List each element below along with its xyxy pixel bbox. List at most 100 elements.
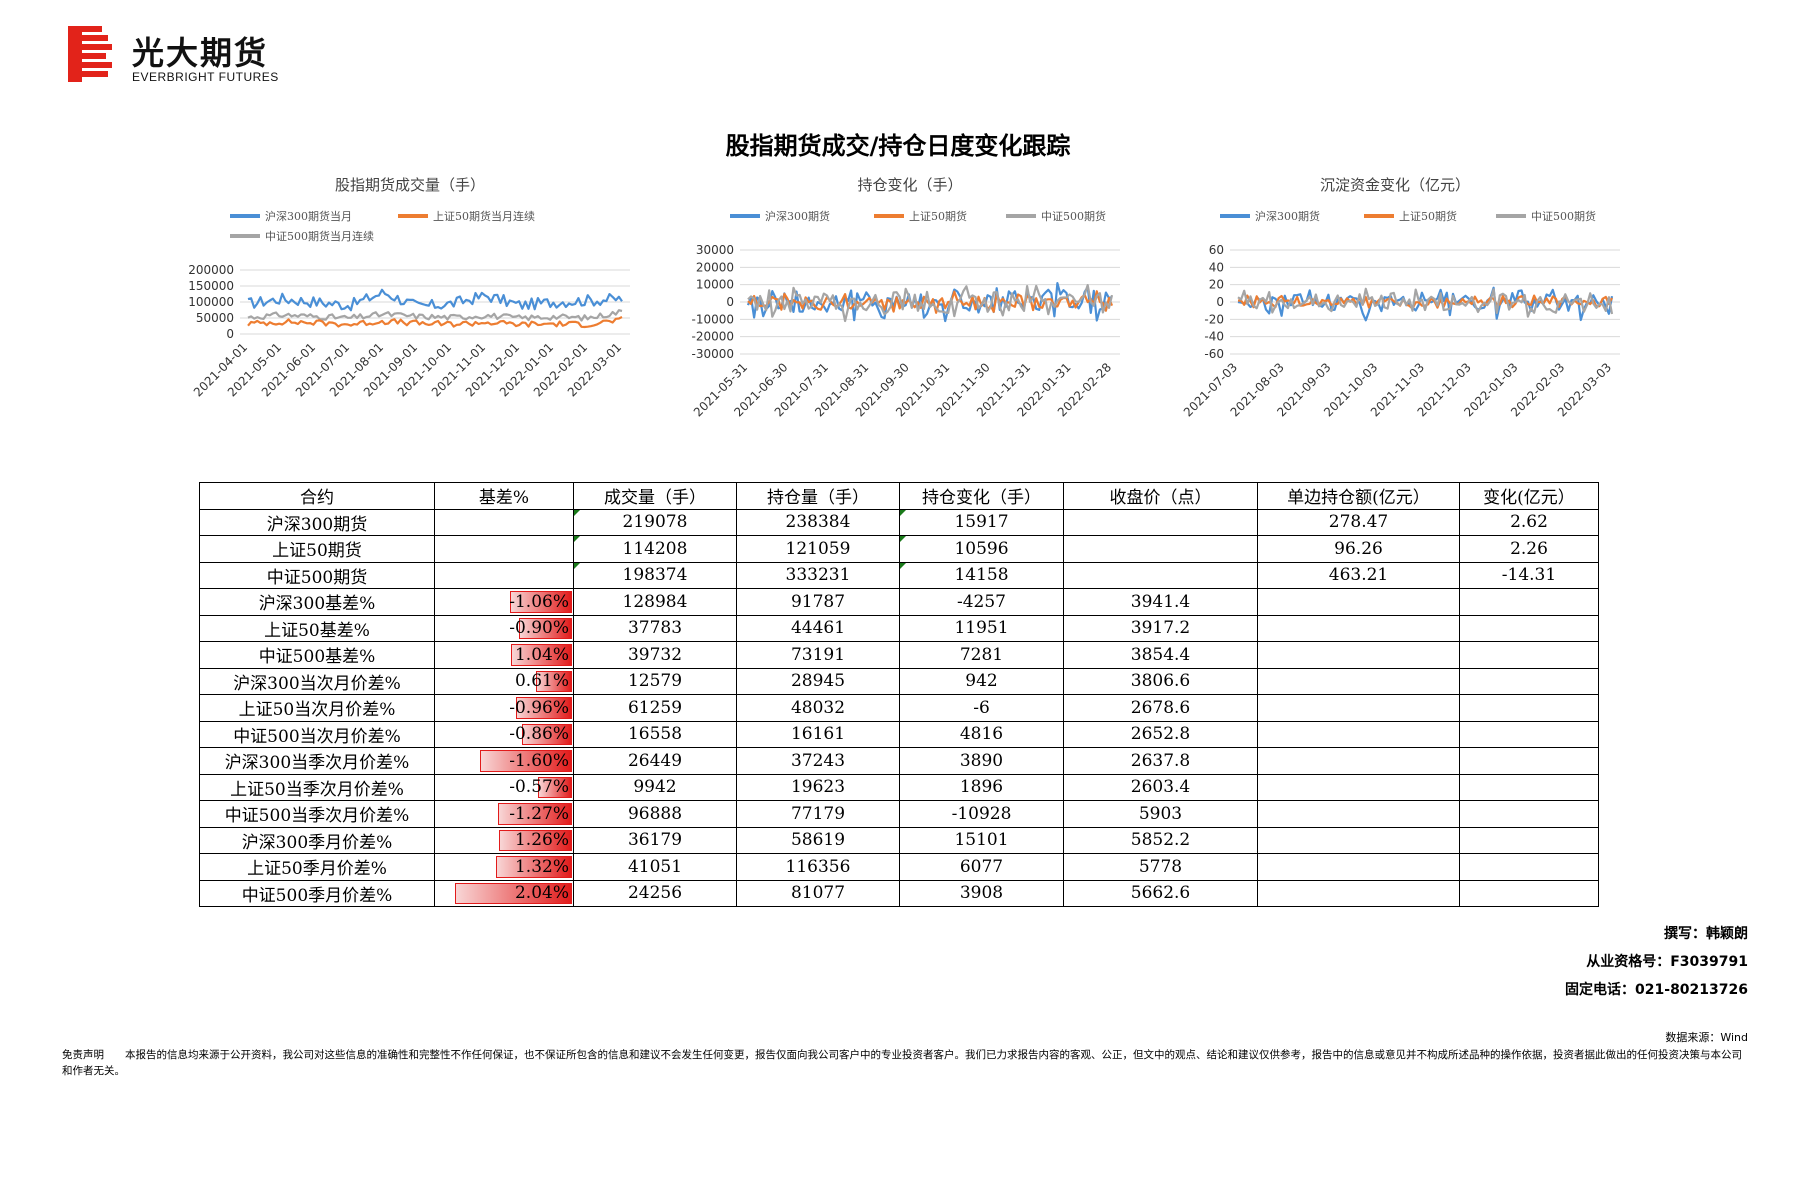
notional-change-cell — [1459, 641, 1599, 669]
close-value: 3917.2 — [1130, 618, 1191, 639]
close-value: 3941.4 — [1130, 591, 1191, 612]
y-tick-label: 50000 — [196, 311, 234, 325]
oi-change-value: 15101 — [954, 830, 1009, 851]
legend-entry: 中证500期货当月连续 — [265, 229, 374, 243]
close-cell: 2652.8 — [1063, 720, 1258, 748]
y-tick-label: 60 — [1209, 243, 1224, 257]
volume-cell: 12579 — [573, 667, 737, 695]
y-tick-label: 200000 — [188, 263, 234, 277]
oi-value: 37243 — [790, 750, 846, 771]
y-tick-label: -30000 — [691, 347, 734, 361]
chart-title: 股指期货成交量（手） — [335, 176, 485, 194]
oi-change-value: 14158 — [954, 565, 1009, 586]
chart-title: 持仓变化（手） — [857, 176, 962, 194]
volume-cell: 128984 — [573, 588, 737, 616]
chart-title: 沉淀资金变化（亿元） — [1320, 176, 1470, 194]
volume-value: 128984 — [622, 591, 688, 612]
oi-change-cell: -4257 — [899, 588, 1064, 616]
series-line — [247, 288, 623, 312]
table-row: 上证50当次月价差% -0.96% 61259 48032 -6 2678.6 — [199, 694, 1599, 722]
notional-change-cell — [1459, 879, 1599, 907]
oi-value: 121059 — [785, 538, 851, 559]
oi-cell: 58619 — [736, 826, 900, 854]
notional-cell — [1257, 641, 1460, 669]
contract-name: 沪深300当次月价差% — [199, 667, 435, 695]
table-row: 沪深300当季次月价差% -1.60% 26449 37243 3890 2637.8 — [199, 747, 1599, 775]
basis-value: 1.04% — [514, 644, 569, 665]
capital-change-chart: 沉淀资金变化（亿元） 沪深300期货 上证50期货 中证500期货 -60 -40 -20 0… — [1160, 170, 1630, 470]
basis-cell: -1.27% — [434, 800, 574, 828]
oi-value: 48032 — [790, 697, 846, 718]
close-value: 2652.8 — [1130, 724, 1191, 745]
volume-cell: 9942 — [573, 773, 737, 801]
basis-cell: -0.90% — [434, 614, 574, 642]
y-tick-label: 150000 — [188, 279, 234, 293]
notional-change-cell — [1459, 747, 1599, 775]
cell-flag-icon — [900, 562, 906, 569]
basis-bar — [455, 882, 572, 904]
close-cell: 5662.6 — [1063, 879, 1258, 907]
volume-value: 61259 — [627, 697, 683, 718]
oi-change-value: 1896 — [959, 777, 1004, 798]
y-tick-label: -10000 — [691, 312, 734, 326]
close-value: 5778 — [1138, 856, 1183, 877]
oi-change-value: 11951 — [954, 618, 1009, 639]
oi-cell: 121059 — [736, 535, 900, 563]
basis-cell: -1.06% — [434, 588, 574, 616]
close-cell: 3854.4 — [1063, 641, 1258, 669]
oi-change-value: -6 — [973, 697, 990, 718]
oi-value: 81077 — [790, 883, 846, 904]
basis-cell: 1.32% — [434, 853, 574, 881]
close-value: 2603.4 — [1130, 777, 1191, 798]
table-row: 中证500基差% 1.04% 39732 73191 7281 3854.4 — [199, 641, 1599, 669]
y-tick-label: -20000 — [691, 330, 734, 344]
y-tick-label: 0 — [1216, 295, 1224, 309]
oi-change-cell: 6077 — [899, 853, 1064, 881]
cell-flag-icon — [574, 536, 580, 542]
chart-svg: 股指期货成交量（手） 沪深300期货当月 上证50期货当月连续中证500期货当月连续… — [188, 176, 630, 399]
notional-value: 463.21 — [1328, 565, 1389, 586]
oi-value: 28945 — [790, 671, 846, 692]
y-tick-label: 40 — [1209, 260, 1224, 274]
basis-cell: -0.96% — [434, 694, 574, 722]
notional-value: 96.26 — [1334, 538, 1383, 559]
oi-value: 19623 — [790, 777, 846, 798]
author-phone: 固定电话：021-80213726 — [1565, 982, 1748, 998]
close-cell: 3917.2 — [1063, 614, 1258, 642]
close-cell: 2603.4 — [1063, 773, 1258, 801]
oi-change-cell: 3890 — [899, 747, 1064, 775]
col-header-close: 收盘价（点） — [1063, 482, 1258, 510]
oi-change-value: -4257 — [956, 591, 1006, 612]
author-block: 撰写：韩颖朗 从业资格号：F3039791 固定电话：021-80213726 — [1565, 920, 1748, 1004]
volume-value: 219078 — [622, 512, 688, 533]
y-tick-label: -20 — [1204, 312, 1224, 326]
close-cell: 2678.6 — [1063, 694, 1258, 722]
contract-name: 沪深300季月价差% — [199, 826, 435, 854]
oi-change-value: 15917 — [954, 512, 1009, 533]
contract-name: 上证50季月价差% — [199, 853, 435, 881]
cell-flag-icon — [574, 509, 580, 516]
volume-cell: 26449 — [573, 747, 737, 775]
volume-cell: 36179 — [573, 826, 737, 854]
basis-bar — [479, 750, 572, 772]
close-value: 5662.6 — [1130, 883, 1191, 904]
oi-change-value: 3890 — [959, 750, 1004, 771]
oi-value: 333231 — [785, 565, 851, 586]
basis-bar — [537, 776, 572, 798]
series-line — [747, 283, 1114, 323]
col-header-oi-change: 持仓变化（手） — [899, 482, 1064, 510]
volume-value: 37783 — [627, 618, 683, 639]
oi-value: 58619 — [790, 830, 846, 851]
table-row: 沪深300基差% -1.06% 128984 91787 -4257 3941.4 — [199, 588, 1599, 616]
brand-name-cn: 光大期货 — [132, 34, 269, 72]
brand-logo: 光大期货 EVERBRIGHT FUTURES — [68, 26, 328, 86]
oi-cell: 48032 — [736, 694, 900, 722]
oi-change-value: 10596 — [954, 538, 1009, 559]
oi-cell: 16161 — [736, 720, 900, 748]
notional-cell — [1257, 879, 1460, 907]
close-cell: 5778 — [1063, 853, 1258, 881]
table-row: 上证50季月价差% 1.32% 41051 116356 6077 5778 — [199, 853, 1599, 881]
notional-cell — [1257, 853, 1460, 881]
notional-change-value: 2.26 — [1510, 538, 1548, 559]
oi-cell: 73191 — [736, 641, 900, 669]
